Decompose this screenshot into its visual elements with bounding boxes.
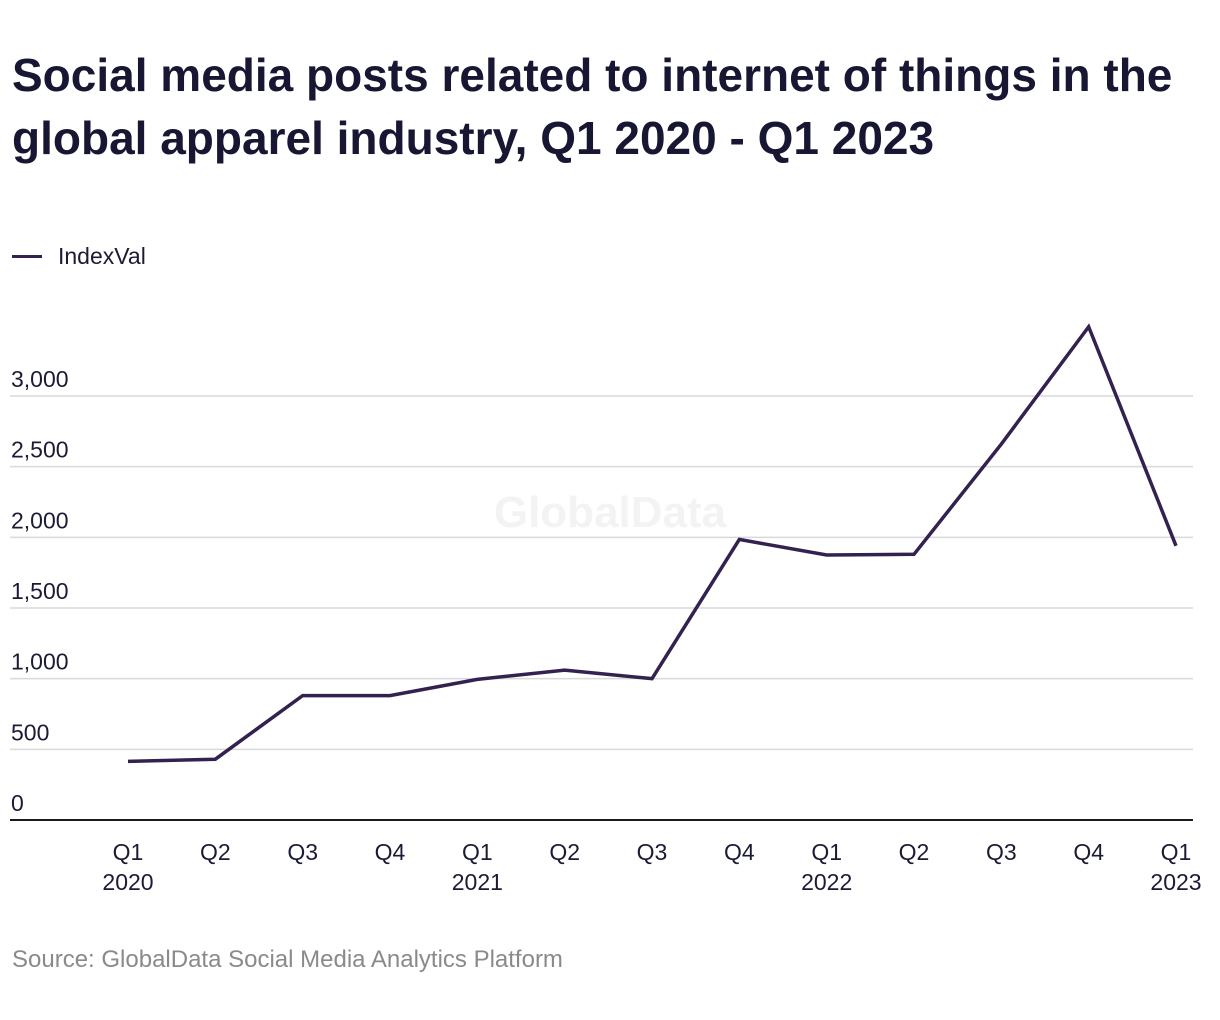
x-tick-label: Q1: [811, 839, 842, 865]
x-tick-label: Q3: [986, 839, 1017, 865]
x-tick-label: Q2: [549, 839, 580, 865]
gridlines: [10, 395, 1193, 821]
watermark: GlobalData: [494, 488, 727, 537]
y-tick-label: 1,500: [11, 578, 69, 604]
x-tick-year-label: 2021: [452, 869, 503, 895]
legend-swatch: [12, 255, 42, 258]
x-tick-year-label: 2020: [102, 869, 153, 895]
y-tick-label: 500: [11, 719, 49, 745]
source-note: Source: GlobalData Social Media Analytic…: [12, 946, 563, 973]
series-group: [127, 323, 1178, 764]
x-tick-label: Q2: [899, 839, 930, 865]
legend: IndexVal: [12, 243, 146, 270]
x-axis-labels: Q1 2020 Q2 Q3 Q4 Q1 2021 Q2 Q3 Q4 Q1 2022 Q2 Q3 Q4 Q1 20…: [102, 839, 1201, 895]
x-tick-year-label: 2022: [801, 869, 852, 895]
chart-title: Social media posts related to internet o…: [12, 49, 1173, 164]
x-tick-label: Q1: [462, 839, 493, 865]
x-tick-label: Q3: [637, 839, 668, 865]
y-tick-label: 2,000: [11, 507, 69, 533]
y-tick-label: 0: [11, 790, 24, 816]
x-tick-label: Q2: [200, 839, 231, 865]
x-tick-label: Q4: [375, 839, 406, 865]
x-tick-label: Q4: [1073, 839, 1104, 865]
x-tick-label: Q4: [724, 839, 755, 865]
x-tick-label: Q1: [113, 839, 144, 865]
y-axis-labels: 0 500 1,000 1,500 2,000 2,500 3,000: [11, 366, 69, 816]
y-tick-label: 2,500: [11, 437, 69, 463]
y-tick-label: 3,000: [11, 366, 69, 392]
x-tick-label: Q1: [1161, 839, 1192, 865]
series-line: [127, 323, 1178, 764]
legend-label: IndexVal: [58, 243, 146, 269]
x-tick-year-label: 2023: [1150, 869, 1201, 895]
x-tick-label: Q3: [287, 839, 318, 865]
y-tick-label: 1,000: [11, 649, 69, 675]
